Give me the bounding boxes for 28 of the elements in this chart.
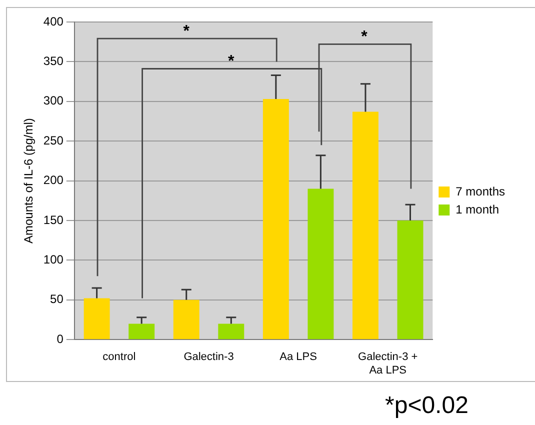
y-axis-title: Amounts of IL-6 (pg/ml) bbox=[22, 118, 36, 244]
bar bbox=[128, 324, 155, 340]
x-tick-label: Galectin-3 + Aa LPS bbox=[358, 351, 418, 376]
legend-label: 7 months bbox=[456, 184, 505, 198]
y-tick-label: 200 bbox=[43, 173, 64, 188]
bar bbox=[218, 324, 244, 340]
y-tick-label: 300 bbox=[43, 94, 64, 108]
x-tick-label: Aa LPS bbox=[280, 351, 317, 364]
y-tick-label: 350 bbox=[43, 54, 64, 68]
bar bbox=[352, 112, 378, 340]
x-tick-label: Galectin-3 bbox=[184, 351, 234, 364]
annotation: * bbox=[183, 22, 190, 40]
bar bbox=[84, 298, 110, 340]
y-tick-label: 50 bbox=[50, 292, 64, 306]
bar bbox=[173, 300, 200, 340]
bar bbox=[308, 188, 334, 340]
y-tick-label: 150 bbox=[43, 212, 64, 227]
legend-label: 1 month bbox=[456, 202, 499, 216]
text: *p<0.02 bbox=[385, 392, 468, 420]
x-tick-label: control bbox=[102, 351, 136, 364]
y-tick-label: 250 bbox=[43, 133, 64, 148]
annotation: * bbox=[228, 53, 236, 70]
y-tick-label: 400 bbox=[43, 14, 64, 28]
y-tick-label: 0 bbox=[56, 332, 64, 346]
annotation: * bbox=[361, 28, 368, 46]
bar bbox=[262, 99, 289, 340]
bar bbox=[397, 220, 424, 340]
y-tick-label: 100 bbox=[43, 252, 64, 267]
